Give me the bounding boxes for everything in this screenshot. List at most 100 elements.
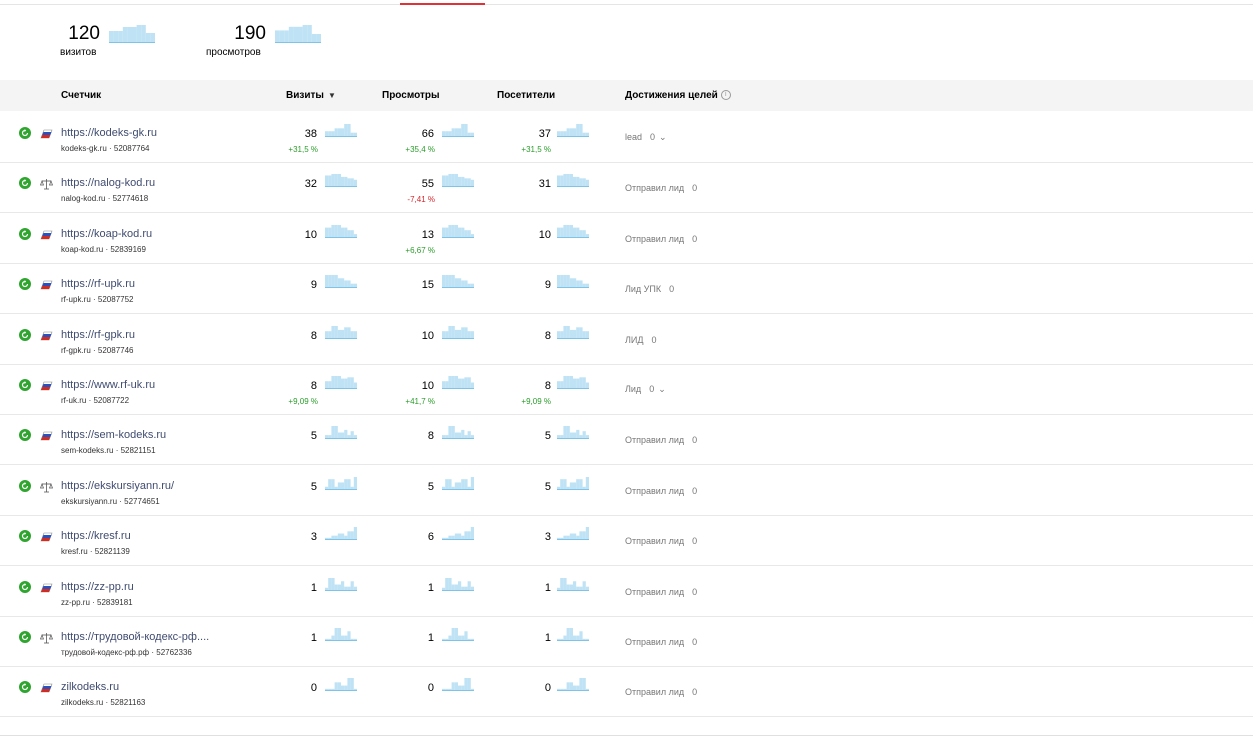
sparkline-bar (579, 124, 583, 137)
visitors-sparkline (557, 628, 589, 641)
sparkline-bar (573, 533, 577, 541)
visitors-value: 31 (538, 178, 551, 191)
status-ok-icon (19, 127, 31, 139)
sparkline-bar (284, 30, 289, 43)
sparkline-bar (464, 531, 468, 541)
summary-views-sparkline (275, 25, 321, 43)
sparkline-bar (557, 538, 561, 541)
counter-link[interactable]: https://ekskursiyann.ru/ (61, 479, 175, 492)
sparkline-bar (582, 377, 586, 389)
table-row[interactable]: https://nalog-kod.ru nalog-kod.ru · 52774… (0, 163, 1253, 214)
status-ok-icon (19, 479, 31, 492)
table-row[interactable]: https://ekskursiyann.ru/ekskursiyann.ru … (0, 466, 1253, 516)
table-row[interactable]: https://kodeks-gk.ru kodeks-gk.ru · 52087… (0, 113, 1253, 163)
sparkline-bar (560, 689, 564, 692)
sparkline-bar (353, 689, 357, 692)
visits-sparkline (325, 426, 357, 440)
sparkline-bar (560, 478, 564, 490)
sparkline-bar (448, 635, 452, 641)
goal-value: 0 (651, 334, 657, 345)
sparkline-bar (458, 177, 462, 188)
counter-link[interactable]: https://rf-gpk.ru (61, 328, 135, 341)
counter-link[interactable]: https://koap-kod.ru (61, 227, 153, 240)
table-row[interactable]: https://sem-kodeks.ru sem-kodeks.ru · 528… (0, 415, 1253, 466)
visits-value: 1 (310, 632, 317, 644)
sparkline-bar (334, 325, 338, 339)
sparkline-bar (582, 486, 586, 490)
table-row[interactable]: zilkodeks.ru zilkodeks.ru · 52821163 0 0 0 От… (0, 667, 1253, 718)
counter-id: 52087722 (93, 396, 130, 405)
sparkline-bar (454, 533, 458, 541)
sparkline-bar (275, 30, 280, 43)
sparkline-bar (454, 174, 458, 188)
sparkline-bar (350, 431, 354, 440)
sparkline-bar (350, 678, 354, 692)
sparkline-bar (467, 678, 471, 692)
table-row[interactable]: https://kresf.ru kresf.ru · 52821139 3 6 3 От… (0, 516, 1253, 567)
counter-link[interactable]: https://kresf.ru (61, 530, 131, 543)
counter-link[interactable]: https://www.rf-uk.ru (61, 379, 156, 391)
sparkline-bar (337, 278, 341, 289)
sparkline-bar (451, 174, 455, 188)
sparkline-bar (328, 689, 332, 692)
goal-cell: Отправил лид 0 (625, 435, 697, 445)
visitors-value: 37 (538, 128, 551, 140)
sparkline-bar (454, 278, 458, 289)
column-header-visits[interactable]: Визиты ▼ (286, 80, 336, 111)
sparkline-bar (573, 482, 577, 490)
counter-link[interactable]: https://трудовой-кодекс-рф.... (61, 631, 210, 643)
sparkline-bar (279, 30, 285, 43)
goal-value: 0 (692, 637, 698, 647)
sparkline-bar (350, 531, 354, 541)
table-row[interactable]: https://koap-kod.ru koap-kod.ru · 5283916… (0, 214, 1253, 264)
table-row[interactable]: https://rf-upk.ru rf-upk.ru · 52087752 9 15… (0, 264, 1253, 315)
views-value: 1 (427, 581, 434, 594)
sparkline-bar (467, 486, 471, 490)
sparkline-bar (458, 329, 462, 339)
goal-cell[interactable]: lead 0 ⌄ (625, 132, 667, 143)
column-header-counter[interactable]: Счетчик (61, 90, 102, 101)
visits-value: 0 (310, 682, 317, 695)
column-header-goals[interactable]: Достижения целей i (625, 80, 731, 111)
goal-name: Отправил лид (625, 637, 685, 647)
views-sparkline (442, 628, 474, 641)
table-row[interactable]: https://www.rf-uk.ru rf-uk.ru · 52087722 8… (0, 365, 1253, 415)
column-header-views[interactable]: Просмотры (382, 90, 440, 101)
sparkline-bar (458, 580, 462, 591)
table-row[interactable]: https://rf-gpk.ru rf-gpk.ru · 52087746 8 10… (0, 315, 1253, 365)
table-row[interactable]: https://zz-pp.ru zz-pp.ru · 52839181 1 1 1 От… (0, 567, 1253, 617)
sparkline-bar (341, 278, 345, 289)
chevron-down-icon[interactable]: ⌄ (659, 132, 667, 142)
sparkline-bar (445, 175, 449, 188)
counter-link[interactable]: https://rf-upk.ru (61, 278, 135, 291)
counter-domain: nalog-kod.ru (61, 194, 106, 204)
counter-link[interactable]: https://nalog-kod.ru (61, 177, 156, 190)
sparkline-bar (353, 283, 357, 289)
sparkline-bar (563, 577, 567, 591)
counter-link[interactable]: https://kodeks-gk.ru (61, 127, 157, 139)
sparkline-bar (325, 587, 329, 591)
visits-delta: +31,5 % (288, 145, 318, 154)
sparkline-bar (467, 531, 471, 541)
sparkline-bar (454, 128, 458, 137)
table-row[interactable]: https://трудовой-кодекс-рф.... трудовой-к… (0, 617, 1253, 667)
visits-sparkline (325, 275, 357, 289)
sparkline-bar (573, 378, 577, 389)
info-icon[interactable]: i (720, 90, 731, 101)
sparkline-bar (341, 580, 345, 591)
column-header-visitors[interactable]: Посетители (497, 90, 556, 101)
chevron-down-icon[interactable]: ⌄ (658, 384, 666, 394)
sparkline-bar (563, 174, 567, 188)
goal-name: Отправил лид (625, 485, 685, 496)
sparkline-bar (458, 635, 462, 641)
counter-link[interactable]: https://sem-kodeks.ru (61, 429, 167, 442)
sparkline-bar (448, 224, 452, 238)
sparkline-bar (141, 25, 146, 43)
goal-cell[interactable]: Лид 0 ⌄ (625, 384, 666, 395)
counter-link[interactable]: https://zz-pp.ru (61, 580, 134, 593)
sparkline-bar (337, 329, 341, 339)
sparkline-bar (331, 325, 335, 339)
counter-link[interactable]: zilkodeks.ru (61, 681, 120, 694)
sparkline-bar (458, 533, 462, 541)
sparkline-bar (331, 689, 335, 692)
